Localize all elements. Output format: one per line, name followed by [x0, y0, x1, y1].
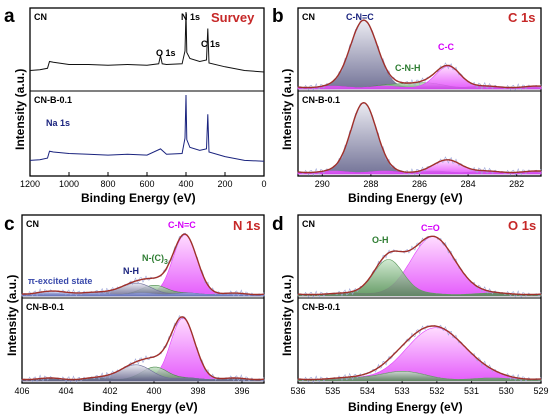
x-tick-label: 396 — [234, 386, 249, 396]
x-tick-label: 536 — [290, 386, 305, 396]
survey-cn-line — [29, 11, 265, 73]
panel-a-frame — [29, 7, 265, 177]
x-tick-label: 533 — [395, 386, 410, 396]
panel-d-ylabel: Intensity (a.u.) — [280, 275, 294, 356]
x-tick-label: 200 — [217, 179, 232, 189]
panel-d-x-ticks: 536 535 534 533 532 531 530 529 — [290, 379, 549, 396]
panel-letter-c: c — [4, 214, 15, 235]
x-tick-label: 286 — [412, 179, 427, 189]
annotation-b-cnh: C-N-H — [395, 63, 421, 73]
survey-cn-b-line — [29, 94, 265, 162]
annotation-n1s: N 1s — [181, 12, 200, 22]
annotation-d-co: C=O — [421, 223, 440, 233]
panel-d-frame — [297, 214, 542, 384]
panel-a-title: Survey — [211, 10, 255, 25]
annotation-c-nh: N-H — [123, 266, 139, 276]
x-tick-label: 400 — [146, 386, 161, 396]
panel-a-sample-cn-b: CN-B-0.1 — [34, 95, 72, 105]
panel-c-x-ticks: 406 404 402 400 398 396 — [14, 379, 250, 396]
panel-d-sample-cn-b: CN-B-0.1 — [302, 302, 340, 312]
annotation-c-nc3-main: N-(C) — [142, 253, 164, 263]
annotation-c-nc3-subscript: 3 — [164, 259, 168, 266]
x-tick-label: 288 — [363, 179, 378, 189]
panel-a-xlabel: Binding Energy (eV) — [81, 191, 196, 205]
panel-b-frame — [297, 7, 542, 177]
x-tick-label: 529 — [533, 386, 548, 396]
x-tick-label: 290 — [315, 179, 330, 189]
panel-a-ylabel: Intensity (a.u.) — [13, 69, 27, 150]
x-tick-label: 0 — [261, 179, 266, 189]
x-tick-label: 800 — [100, 179, 115, 189]
annotation-na1s: Na 1s — [46, 118, 70, 128]
panel-b-sample-cn-b: CN-B-0.1 — [302, 95, 340, 105]
panel-letter-d: d — [272, 214, 284, 235]
envelope-c1 — [22, 316, 265, 381]
panel-c-cn-b-peaks — [21, 314, 265, 384]
envelope-d0 — [298, 235, 541, 296]
x-tick-label: 404 — [58, 386, 73, 396]
annotation-d-oh: O-H — [372, 235, 389, 245]
panel-c-frame — [21, 214, 265, 384]
envelope-c0 — [21, 233, 265, 296]
panel-b: 290 288 286 284 282 — [297, 7, 542, 189]
x-tick-label: 532 — [429, 386, 444, 396]
panel-a: 1200 1000 800 600 400 200 0 — [20, 7, 267, 189]
panel-c-cn-peaks — [21, 232, 265, 298]
panel-a-x-ticks: 1200 1000 800 600 400 200 0 — [20, 172, 267, 189]
panel-b-cn-peaks — [297, 19, 542, 92]
raw-data-b1 — [297, 102, 542, 177]
panel-d: 536 535 534 533 532 531 530 529 — [290, 214, 549, 396]
panel-a-sample-cn: CN — [34, 12, 47, 22]
annotation-o1s: O 1s — [156, 48, 176, 58]
panel-c-xlabel: Binding Energy (eV) — [83, 400, 198, 414]
fit-peak-b1-0 — [297, 102, 542, 175]
x-tick-label: 400 — [178, 179, 193, 189]
annotation-c-nc3: N-(C)3 — [142, 253, 168, 266]
x-tick-label: 530 — [499, 386, 514, 396]
x-tick-label: 1200 — [20, 179, 40, 189]
panel-c-sample-cn: CN — [26, 219, 39, 229]
annotation-c-pi: π-excited state — [28, 276, 92, 286]
x-tick-label: 531 — [464, 386, 479, 396]
x-tick-label: 398 — [190, 386, 205, 396]
x-tick-label: 534 — [360, 386, 375, 396]
panel-c-ylabel: Intensity (a.u.) — [5, 275, 19, 356]
envelope-d1 — [297, 325, 542, 381]
panel-c-title: N 1s — [233, 218, 260, 233]
panel-letter-a: a — [4, 6, 15, 27]
x-tick-label: 535 — [325, 386, 340, 396]
annotation-c1s: C 1s — [201, 39, 220, 49]
panel-d-sample-cn: CN — [302, 219, 315, 229]
x-tick-label: 1000 — [59, 179, 79, 189]
panel-d-cn-b-peaks — [297, 324, 542, 384]
fit-peak-d1-0 — [297, 327, 542, 382]
x-tick-label: 600 — [139, 179, 154, 189]
panel-b-xlabel: Binding Energy (eV) — [348, 191, 463, 205]
panel-c-sample-cn-b: CN-B-0.1 — [26, 302, 64, 312]
x-tick-label: 282 — [509, 179, 524, 189]
envelope-b1 — [297, 101, 542, 174]
panel-d-title: O 1s — [508, 218, 536, 233]
panel-b-ylabel: Intensity (a.u.) — [280, 69, 294, 150]
annotation-b-cnc: C-N=C — [346, 12, 374, 22]
panel-b-title: C 1s — [508, 10, 535, 25]
panel-b-cn-b-peaks — [297, 101, 542, 177]
x-tick-label: 402 — [102, 386, 117, 396]
panel-d-cn-peaks — [297, 235, 542, 299]
envelope-b0 — [297, 19, 542, 89]
panel-letter-b: b — [272, 6, 284, 27]
panel-d-xlabel: Binding Energy (eV) — [348, 400, 463, 414]
annotation-c-cnc: C-N=C — [168, 220, 196, 230]
x-tick-label: 284 — [461, 179, 476, 189]
fit-peak-b0-0 — [297, 19, 542, 90]
panel-c: 406 404 402 400 398 396 — [14, 214, 265, 396]
annotation-b-cc: C-C — [438, 42, 454, 52]
x-tick-label: 406 — [14, 386, 29, 396]
panel-b-sample-cn: CN — [302, 12, 315, 22]
